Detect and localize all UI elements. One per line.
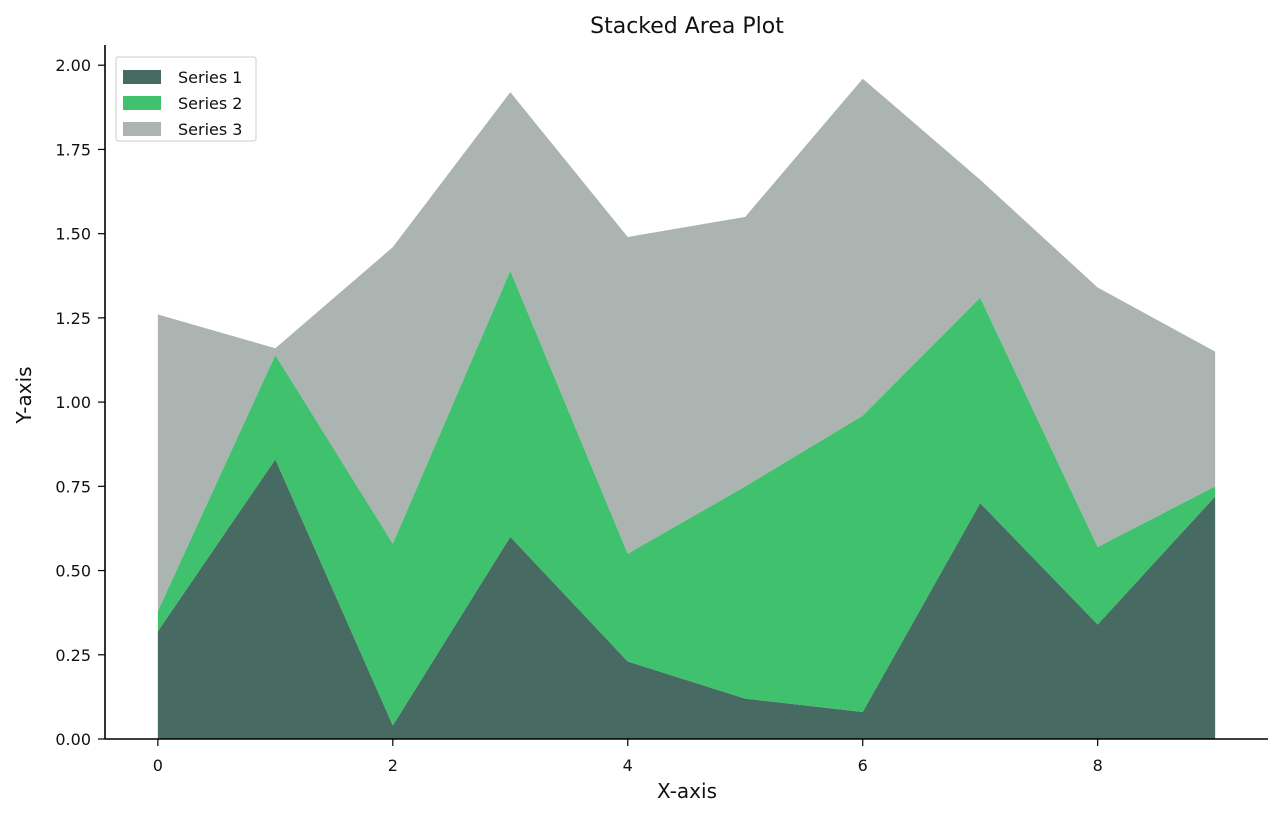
x-tick-label: 8 [1093, 756, 1103, 775]
y-tick-label: 0.75 [55, 477, 91, 496]
y-tick-label: 1.50 [55, 225, 91, 244]
area-series-2 [157, 270, 1216, 726]
legend-label-1: Series 1 [178, 68, 242, 87]
y-tick-label: 1.25 [55, 309, 91, 328]
y-tick-label: 1.00 [55, 393, 91, 412]
y-tick-label: 2.00 [55, 56, 91, 75]
y-axis-title: Y-axis [12, 366, 36, 424]
legend-swatch-2 [123, 96, 161, 110]
legend-swatch-1 [123, 70, 161, 84]
axes-group [104, 45, 1268, 740]
legend-label-2: Series 2 [178, 94, 242, 113]
x-axis-title: X-axis [657, 779, 717, 803]
areas-group [157, 78, 1216, 739]
area-series-3 [157, 78, 1216, 611]
y-tick-label: 1.75 [55, 140, 91, 159]
chart-title: Stacked Area Plot [590, 14, 784, 39]
x-tick-label: 6 [858, 756, 868, 775]
y-tick-label: 0.50 [55, 562, 91, 581]
x-tick-label: 4 [623, 756, 633, 775]
y-tick-label: 0.00 [55, 730, 91, 749]
x-tick-label: 0 [153, 756, 163, 775]
ticks-group: 0 2 4 6 8 0.00 0.25 0.50 0.75 1.00 1.25 1.50 1.75 2.0… [55, 56, 1102, 775]
y-tick-label: 0.25 [55, 646, 91, 665]
area-series-1 [157, 459, 1216, 739]
legend: Series 1 Series 2 Series 3 [115, 56, 257, 142]
legend-swatch-3 [123, 122, 161, 136]
x-tick-label: 2 [388, 756, 398, 775]
legend-label-3: Series 3 [178, 120, 242, 139]
